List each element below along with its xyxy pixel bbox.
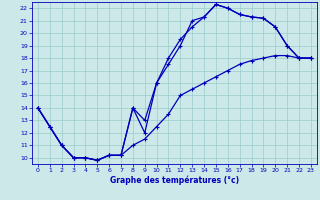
X-axis label: Graphe des températures (°c): Graphe des températures (°c) [110,176,239,185]
